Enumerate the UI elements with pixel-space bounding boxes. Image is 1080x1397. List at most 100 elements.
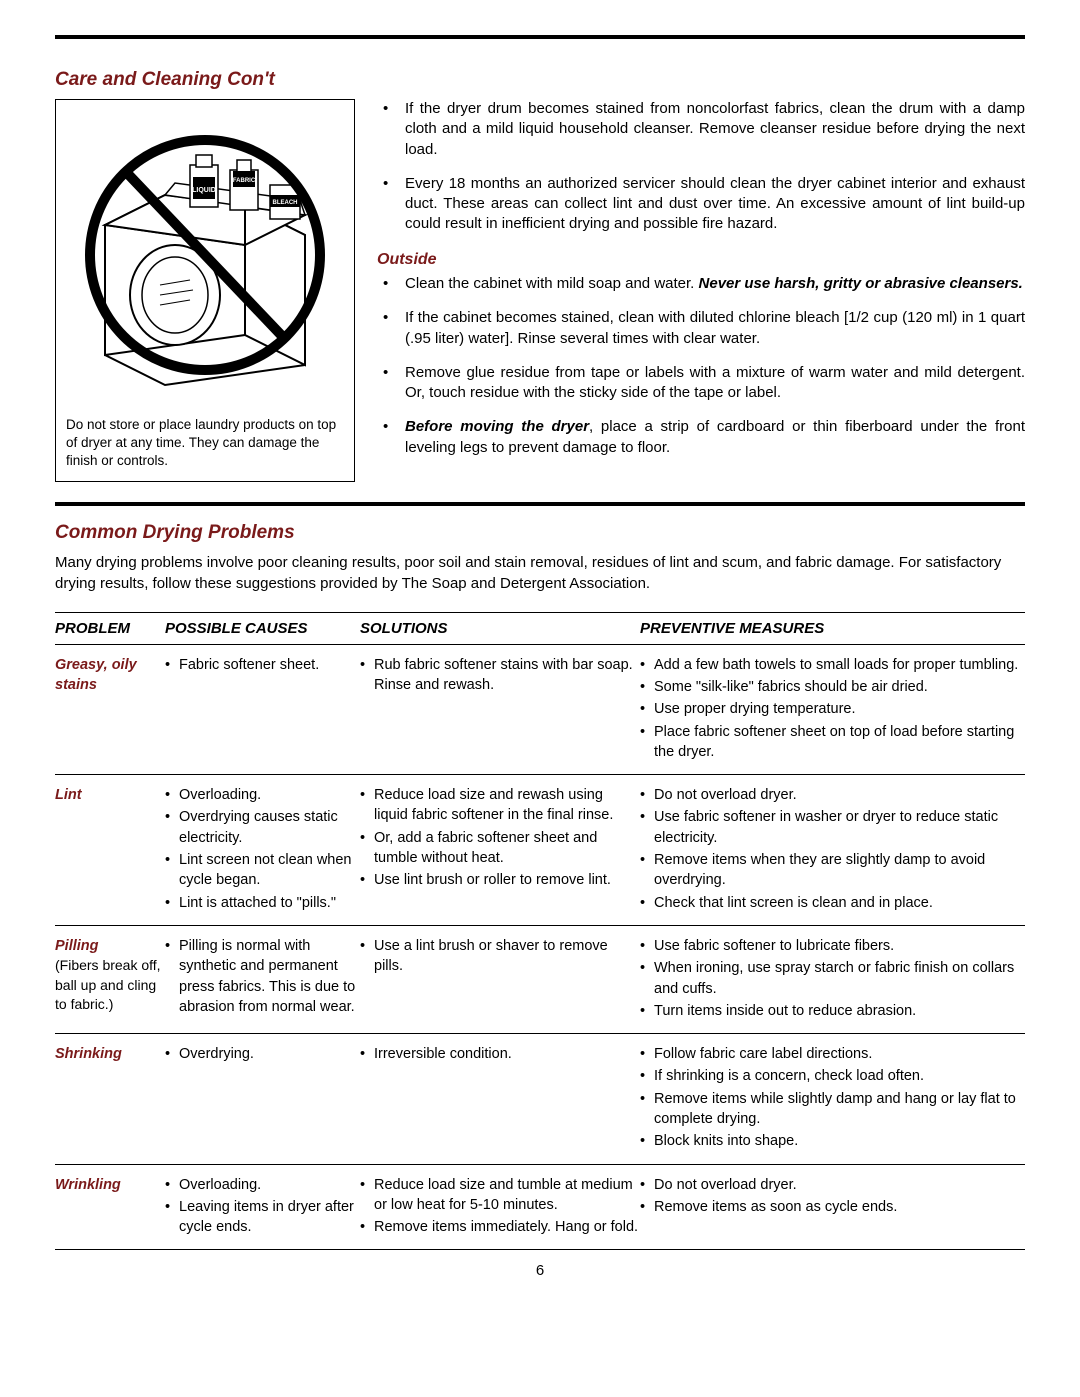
solutions-cell: Reduce load size and tumble at medium or… [360,1175,640,1240]
list-item: Place fabric softener sheet on top of lo… [640,722,1025,763]
table-row: WrinklingOverloading.Leaving items in dr… [55,1165,1025,1251]
warning-illustration: LIQUID FABRIC BLEACH [56,100,354,410]
problems-table: PROBLEM POSSIBLE CAUSES SOLUTIONS PREVEN… [55,612,1025,1251]
causes-cell: Overloading.Overdrying causes static ele… [165,785,360,915]
cell-list: Rub fabric softener stains with bar soap… [360,655,640,696]
problem-cell: Greasy, oily stains [55,655,165,764]
care-bullet: • If the dryer drum becomes stained from… [377,99,1025,160]
list-item: Do not overload dryer. [640,1175,1025,1195]
preventive-cell: Do not overload dryer.Use fabric softene… [640,785,1025,915]
problem-name: Wrinkling [55,1175,165,1195]
problem-cell: Wrinkling [55,1175,165,1240]
table-row: LintOverloading.Overdrying causes static… [55,775,1025,926]
bullet-icon: • [377,363,405,404]
bullet-icon: • [377,274,405,294]
problem-name: Greasy, oily stains [55,655,165,696]
bullet-text: Remove glue residue from tape or labels … [405,363,1025,404]
list-item: Add a few bath towels to small loads for… [640,655,1025,675]
list-item: Overdrying causes static electricity. [165,807,360,848]
list-item: Fabric softener sheet. [165,655,360,675]
image-caption: Do not store or place laundry products o… [56,410,354,481]
cell-list: Overdrying. [165,1044,360,1064]
causes-cell: Fabric softener sheet. [165,655,360,764]
cell-list: Reduce load size and rewash using liquid… [360,785,640,890]
cell-list: Overloading.Overdrying causes static ele… [165,785,360,913]
mid-rule [55,502,1025,506]
list-item: When ironing, use spray starch or fabric… [640,958,1025,999]
problem-name: Shrinking [55,1044,165,1064]
bullet-text: Every 18 months an authorized servicer s… [405,174,1025,235]
list-item: Follow fabric care label directions. [640,1044,1025,1064]
warning-image-box: LIQUID FABRIC BLEACH Do not store or pla… [55,99,355,482]
care-right-column: • If the dryer drum becomes stained from… [377,99,1025,472]
svg-text:BLEACH: BLEACH [273,200,298,206]
list-item: Remove items while slightly damp and han… [640,1089,1025,1130]
list-item: Irreversible condition. [360,1044,640,1064]
cell-list: Overloading.Leaving items in dryer after… [165,1175,360,1238]
table-row: Greasy, oily stainsFabric softener sheet… [55,645,1025,775]
list-item: Use a lint brush or shaver to remove pil… [360,936,640,977]
care-left-column: LIQUID FABRIC BLEACH Do not store or pla… [55,99,355,482]
cell-list: Do not overload dryer.Use fabric softene… [640,785,1025,913]
problems-intro: Many drying problems involve poor cleani… [55,552,1025,594]
cell-list: Add a few bath towels to small loads for… [640,655,1025,762]
list-item: Use fabric softener in washer or dryer t… [640,807,1025,848]
outside-bullet: • If the cabinet becomes stained, clean … [377,308,1025,349]
list-item: Use lint brush or roller to remove lint. [360,870,640,890]
list-item: Remove items as soon as cycle ends. [640,1197,1025,1217]
list-item: Do not overload dryer. [640,785,1025,805]
text-span: Clean the cabinet with mild soap and wat… [405,275,699,292]
care-section: LIQUID FABRIC BLEACH Do not store or pla… [55,99,1025,482]
list-item: Overloading. [165,1175,360,1195]
bold-text: Before moving the dryer [405,418,589,435]
problem-subtext: (Fibers break off, ball up and cling to … [55,956,165,1015]
list-item: Leaving items in dryer after cycle ends. [165,1197,360,1238]
cell-list: Pilling is normal with synthetic and per… [165,936,360,1017]
list-item: Turn items inside out to reduce abrasion… [640,1001,1025,1021]
table-header-row: PROBLEM POSSIBLE CAUSES SOLUTIONS PREVEN… [55,612,1025,645]
bullet-icon: • [377,417,405,458]
causes-cell: Overloading.Leaving items in dryer after… [165,1175,360,1240]
bold-text: Never use harsh, gritty or abrasive clea… [699,275,1023,292]
header-solutions: SOLUTIONS [360,620,640,637]
bullet-icon: • [377,174,405,235]
table-body: Greasy, oily stainsFabric softener sheet… [55,645,1025,1251]
list-item: Overdrying. [165,1044,360,1064]
list-item: Or, add a fabric softener sheet and tumb… [360,828,640,869]
causes-cell: Overdrying. [165,1044,360,1153]
outside-bullet: • Remove glue residue from tape or label… [377,363,1025,404]
list-item: Reduce load size and rewash using liquid… [360,785,640,826]
svg-text:LIQUID: LIQUID [192,187,216,194]
header-causes: POSSIBLE CAUSES [165,620,360,637]
list-item: Use proper drying temperature. [640,699,1025,719]
preventive-cell: Use fabric softener to lubricate fibers.… [640,936,1025,1023]
dryer-prohibition-icon: LIQUID FABRIC BLEACH [75,115,335,395]
problems-title: Common Drying Problems [55,522,1025,544]
header-preventive: PREVENTIVE MEASURES [640,620,1025,637]
list-item: Use fabric softener to lubricate fibers. [640,936,1025,956]
problem-name: Lint [55,785,165,805]
page-number: 6 [55,1262,1025,1279]
list-item: Overloading. [165,785,360,805]
problem-cell: Shrinking [55,1044,165,1153]
list-item: Pilling is normal with synthetic and per… [165,936,360,1017]
cell-list: Use a lint brush or shaver to remove pil… [360,936,640,977]
list-item: Lint is attached to "pills." [165,893,360,913]
problem-name: Pilling [55,936,165,956]
bullet-text: If the cabinet becomes stained, clean wi… [405,308,1025,349]
cell-list: Fabric softener sheet. [165,655,360,675]
cell-list: Reduce load size and tumble at medium or… [360,1175,640,1238]
bullet-text: If the dryer drum becomes stained from n… [405,99,1025,160]
bullet-text: Clean the cabinet with mild soap and wat… [405,274,1025,294]
list-item: Rub fabric softener stains with bar soap… [360,655,640,696]
table-row: ShrinkingOverdrying.Irreversible conditi… [55,1034,1025,1164]
list-item: Some "silk-like" fabrics should be air d… [640,677,1025,697]
cell-list: Irreversible condition. [360,1044,640,1064]
list-item: Block knits into shape. [640,1131,1025,1151]
outside-bullet: • Clean the cabinet with mild soap and w… [377,274,1025,294]
list-item: Remove items when they are slightly damp… [640,850,1025,891]
care-bullet: • Every 18 months an authorized servicer… [377,174,1025,235]
preventive-cell: Do not overload dryer.Remove items as so… [640,1175,1025,1240]
bullet-icon: • [377,308,405,349]
solutions-cell: Irreversible condition. [360,1044,640,1153]
